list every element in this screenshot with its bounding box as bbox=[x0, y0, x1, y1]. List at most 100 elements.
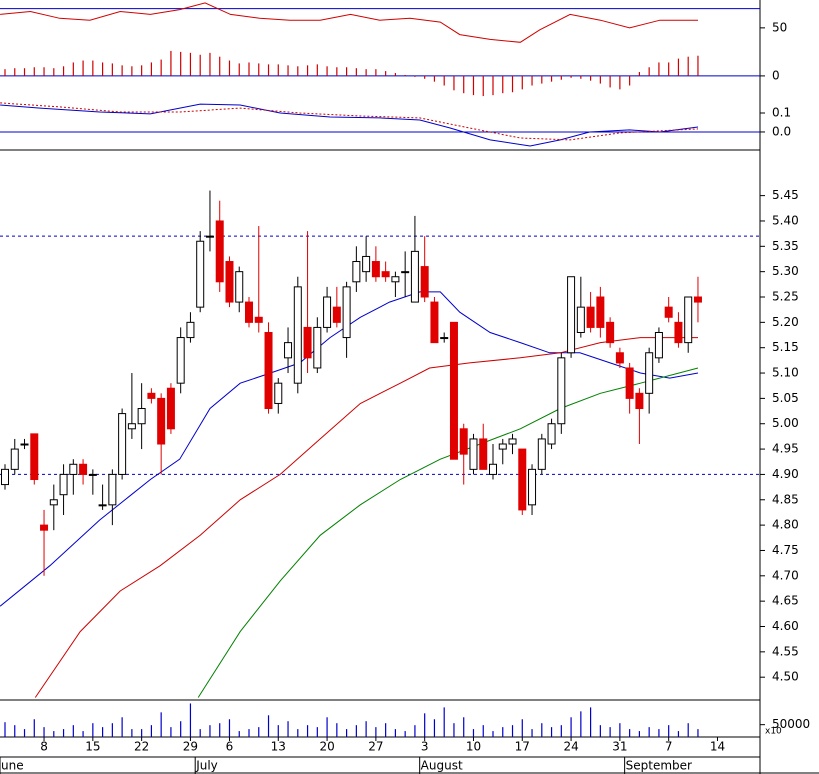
y-tick-label: 5.20 bbox=[772, 315, 799, 329]
x-tick-label: 6 bbox=[226, 740, 234, 754]
candle-body bbox=[440, 337, 449, 340]
y-tick-label: 5.40 bbox=[772, 213, 799, 227]
candle-body bbox=[284, 342, 293, 359]
y-tick-label: 50 bbox=[772, 20, 787, 34]
candle-body bbox=[459, 428, 468, 455]
y-tick-label: 4.80 bbox=[772, 518, 799, 532]
candle-body bbox=[30, 433, 39, 480]
candle-body bbox=[49, 499, 58, 506]
month-label: July bbox=[195, 759, 218, 773]
y-tick-label: 0 bbox=[772, 68, 780, 82]
candle-body bbox=[537, 438, 546, 470]
candle-body bbox=[118, 413, 127, 475]
candle-body bbox=[635, 392, 644, 410]
month-label: September bbox=[626, 759, 692, 773]
candle-body bbox=[547, 423, 556, 445]
candle-body bbox=[127, 423, 136, 430]
candle-body bbox=[225, 261, 234, 303]
candle-body bbox=[371, 261, 380, 278]
candle-body bbox=[108, 473, 117, 506]
candle-body bbox=[342, 286, 351, 339]
y-tick-label: 5.05 bbox=[772, 391, 799, 405]
y-tick-label: 4.85 bbox=[772, 492, 799, 506]
candle-body bbox=[596, 296, 605, 328]
candle-body bbox=[59, 473, 68, 496]
candle-body bbox=[264, 331, 273, 410]
candle-body bbox=[674, 321, 683, 344]
indicator-line bbox=[0, 102, 699, 141]
candle-body bbox=[557, 357, 566, 425]
y-tick-label: 0.1 bbox=[772, 105, 791, 119]
x-tick-label: 22 bbox=[134, 740, 149, 754]
candle-body bbox=[235, 271, 244, 303]
candle-body bbox=[1, 468, 9, 486]
candle-body bbox=[196, 240, 205, 308]
candle-body bbox=[615, 352, 624, 364]
candle-body bbox=[508, 438, 517, 445]
y-tick-label: 4.90 bbox=[772, 467, 799, 481]
x-tick-label: 10 bbox=[466, 740, 481, 754]
candle-body bbox=[20, 443, 29, 446]
x-tick-label: 27 bbox=[368, 740, 383, 754]
candle-body bbox=[420, 266, 429, 298]
candle-body bbox=[401, 271, 410, 274]
candle-body bbox=[625, 367, 634, 399]
candle-body bbox=[449, 321, 458, 460]
multiplier-label: x10 bbox=[765, 727, 782, 737]
y-tick-label: 5.10 bbox=[772, 366, 799, 380]
candle-body bbox=[684, 296, 693, 344]
candle-body bbox=[98, 504, 107, 507]
x-tick-label: 13 bbox=[271, 740, 286, 754]
x-tick-label: 7 bbox=[665, 740, 673, 754]
candle-body bbox=[293, 286, 302, 384]
candle-body bbox=[645, 352, 654, 394]
candle-body bbox=[10, 448, 19, 470]
candle-body bbox=[205, 235, 214, 238]
month-label: une bbox=[1, 759, 24, 773]
candle-body bbox=[166, 387, 175, 430]
indicator-line bbox=[0, 291, 699, 607]
candle-body bbox=[498, 443, 507, 450]
x-tick-label: 3 bbox=[421, 740, 429, 754]
x-tick-label: 29 bbox=[183, 740, 198, 754]
x-tick-label: 24 bbox=[563, 740, 578, 754]
candle-body bbox=[176, 337, 185, 384]
candle-body bbox=[323, 296, 332, 328]
y-tick-label: 4.70 bbox=[772, 568, 799, 582]
candle-body bbox=[245, 301, 253, 323]
candle-body bbox=[576, 306, 585, 333]
x-tick-label: 8 bbox=[40, 740, 48, 754]
y-tick-label: 50000 bbox=[772, 717, 810, 731]
candle-body bbox=[215, 220, 224, 283]
candle-body bbox=[69, 463, 78, 475]
candle-body bbox=[40, 524, 49, 531]
y-tick-label: 5.35 bbox=[772, 239, 799, 253]
y-tick-label: 5.30 bbox=[772, 264, 799, 278]
candle-body bbox=[567, 276, 576, 354]
candle-body bbox=[586, 306, 595, 328]
candle-body bbox=[88, 473, 97, 476]
candle-body bbox=[186, 321, 195, 339]
y-tick-label: 4.95 bbox=[772, 442, 799, 456]
candle-body bbox=[479, 438, 488, 470]
y-tick-label: 0.0 bbox=[772, 124, 791, 138]
candle-body bbox=[254, 316, 263, 323]
candle-body bbox=[664, 306, 673, 318]
y-tick-label: 4.75 bbox=[772, 543, 799, 557]
candle-body bbox=[147, 392, 156, 399]
candle-body bbox=[381, 271, 390, 278]
candle-body bbox=[137, 408, 146, 425]
x-tick-label: 14 bbox=[710, 740, 725, 754]
candle-body bbox=[430, 301, 439, 344]
indicator-line bbox=[197, 367, 699, 698]
x-tick-label: 15 bbox=[85, 740, 100, 754]
y-tick-label: 5.00 bbox=[772, 416, 799, 430]
y-tick-label: 4.60 bbox=[772, 619, 799, 633]
candle-body bbox=[489, 463, 497, 475]
x-tick-label: 31 bbox=[612, 740, 627, 754]
candle-body bbox=[157, 397, 166, 445]
y-tick-label: 4.65 bbox=[772, 594, 799, 608]
candle-body bbox=[410, 250, 419, 303]
